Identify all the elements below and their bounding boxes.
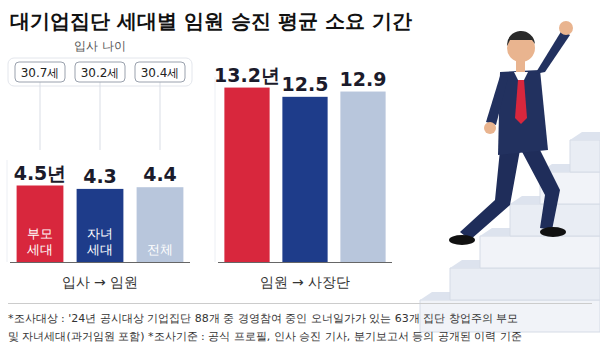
data-label: 12.5 (282, 73, 329, 95)
figure-shoe (540, 227, 566, 237)
category-label: 자녀세대 (87, 226, 113, 257)
figure-hand (559, 21, 573, 35)
illustration (420, 21, 600, 332)
bar (224, 88, 269, 262)
annotation-frame (8, 58, 192, 86)
baseline (10, 262, 190, 263)
bar (282, 97, 327, 262)
bar (137, 187, 184, 262)
bar (77, 189, 124, 262)
figure-collar (514, 72, 528, 80)
figure-shoe (449, 235, 475, 245)
stair-step (450, 268, 600, 300)
age-box (75, 62, 125, 82)
value-axis (215, 77, 216, 262)
data-label: 13.2년 (214, 64, 280, 86)
age-box (15, 62, 65, 82)
age-box (135, 62, 185, 82)
footnote: 및 자녀세대(과거임원 포함) *조사기준 : 공식 프로필, 인사 승진 기사… (8, 330, 522, 343)
chart-0: 4.5년 4.3 4.4 부모세대 자녀세대전체입사 → 임원 입사 나이 30.7세 30.… (7, 39, 192, 290)
bars (224, 88, 385, 262)
data-label: 12.9 (340, 68, 387, 90)
separator (8, 303, 592, 304)
value-axis (7, 160, 8, 262)
chart-1: 13.2년12.5 12.9 임원 → 사장단 (214, 64, 392, 290)
baseline (218, 262, 392, 263)
figure-leg (460, 150, 520, 240)
stair-top (570, 132, 600, 140)
data-label: 4.3 (83, 165, 117, 187)
figure-hair (507, 31, 535, 46)
category-label: 부모세대 (27, 226, 53, 257)
figure-arm (486, 76, 508, 125)
x-label: 입사 → 임원 (62, 274, 139, 290)
x-label: 임원 → 사장단 (260, 274, 351, 290)
bar (17, 186, 64, 263)
figure-leg (520, 148, 560, 230)
age-label: 30.4세 (141, 66, 180, 80)
bars (17, 186, 184, 263)
stair-step (480, 236, 600, 268)
annotation-connector (100, 82, 101, 150)
footnote: *조사대상 : '24년 공시대상 기업집단 88개 중 경영참여 중인 오너일… (8, 312, 518, 325)
stair-step (570, 140, 600, 172)
age-label: 30.7세 (21, 66, 60, 80)
annotation-connector (160, 82, 161, 150)
figure-tie (515, 80, 527, 124)
data-label: 4.5년 (14, 162, 67, 184)
title: 대기업집단 세대별 임원 승진 평균 소요 기간 (10, 9, 412, 33)
figure-hand (484, 122, 496, 134)
figure-arm (535, 30, 570, 74)
annotation-connector (40, 82, 41, 150)
data-label: 4.4 (143, 163, 177, 185)
age-label: 30.2세 (81, 66, 120, 80)
chart-root: 대기업집단 세대별 임원 승진 평균 소요 기간 4.5년 4.3 4.4 부모세대 자녀… (0, 0, 600, 358)
category-label: 전체 (147, 242, 173, 257)
bar (340, 92, 385, 262)
annotation-title: 입사 나이 (74, 39, 126, 53)
